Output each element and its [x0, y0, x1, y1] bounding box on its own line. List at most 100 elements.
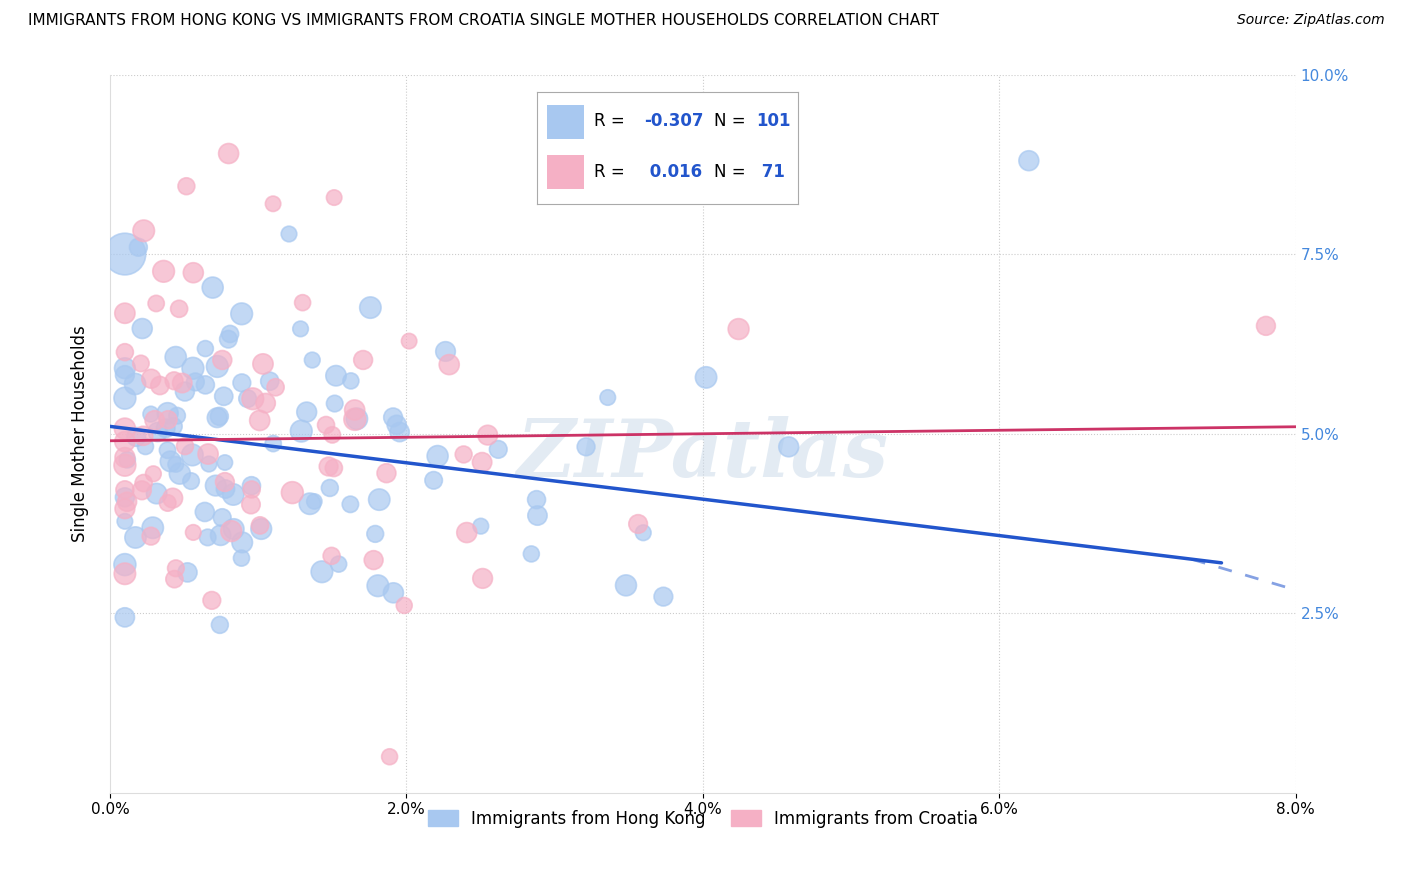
- Point: [526, 492, 548, 507]
- Point: [163, 374, 186, 388]
- Point: [139, 529, 162, 543]
- Point: [152, 264, 174, 278]
- Point: [114, 306, 136, 320]
- Point: [240, 478, 263, 492]
- Point: [124, 531, 146, 545]
- Point: [114, 345, 136, 359]
- Point: [471, 455, 494, 469]
- Point: [142, 467, 165, 481]
- Point: [264, 380, 287, 394]
- Point: [194, 342, 217, 356]
- Point: [633, 525, 655, 540]
- Point: [166, 409, 188, 423]
- Point: [727, 322, 749, 336]
- Point: [367, 579, 389, 593]
- Point: [155, 421, 177, 435]
- Point: [180, 474, 202, 488]
- Point: [218, 146, 240, 161]
- Point: [172, 376, 194, 390]
- Point: [249, 518, 271, 533]
- Point: [368, 492, 391, 507]
- Point: [426, 449, 449, 463]
- Point: [249, 413, 271, 427]
- Point: [131, 321, 153, 335]
- Point: [142, 521, 165, 535]
- Point: [343, 403, 366, 417]
- Point: [382, 586, 405, 600]
- Point: [162, 419, 184, 434]
- Point: [127, 240, 149, 254]
- Point: [298, 497, 321, 511]
- Point: [470, 519, 492, 533]
- Point: [207, 359, 229, 374]
- Point: [252, 357, 274, 371]
- Point: [145, 486, 167, 500]
- Point: [167, 301, 190, 316]
- Point: [114, 361, 136, 376]
- Point: [375, 466, 398, 480]
- Point: [165, 561, 187, 575]
- Point: [209, 528, 232, 542]
- Point: [114, 514, 136, 528]
- Point: [114, 501, 136, 516]
- Point: [184, 375, 207, 389]
- Point: [323, 190, 346, 204]
- Point: [486, 442, 509, 457]
- Point: [219, 326, 242, 341]
- Point: [1018, 153, 1040, 168]
- Point: [290, 322, 312, 336]
- Point: [250, 522, 273, 536]
- Point: [295, 405, 318, 419]
- Point: [290, 424, 312, 438]
- Text: ZIPatlas: ZIPatlas: [517, 417, 889, 494]
- Point: [346, 411, 368, 425]
- Point: [359, 301, 381, 315]
- Point: [143, 413, 166, 427]
- Point: [319, 481, 342, 495]
- Point: [208, 409, 231, 424]
- Point: [323, 396, 346, 410]
- Point: [214, 475, 236, 489]
- Legend: Immigrants from Hong Kong, Immigrants from Croatia: Immigrants from Hong Kong, Immigrants fr…: [420, 804, 984, 835]
- Point: [291, 295, 314, 310]
- Point: [262, 196, 284, 211]
- Point: [321, 428, 343, 442]
- Point: [181, 266, 204, 280]
- Point: [197, 530, 219, 544]
- Point: [222, 522, 245, 536]
- Point: [205, 410, 228, 425]
- Point: [627, 516, 650, 531]
- Point: [204, 478, 226, 492]
- Point: [301, 353, 323, 368]
- Point: [526, 508, 548, 523]
- Point: [231, 376, 253, 390]
- Y-axis label: Single Mother Households: Single Mother Households: [72, 326, 89, 542]
- Point: [114, 458, 136, 473]
- Point: [201, 593, 224, 607]
- Point: [388, 425, 411, 439]
- Point: [1254, 318, 1277, 333]
- Point: [695, 370, 717, 384]
- Point: [231, 307, 253, 321]
- Point: [304, 494, 326, 508]
- Point: [378, 749, 401, 764]
- Point: [117, 452, 139, 467]
- Point: [422, 473, 444, 487]
- Point: [242, 392, 264, 406]
- Point: [149, 378, 172, 392]
- Point: [132, 476, 155, 491]
- Point: [132, 224, 155, 238]
- Point: [477, 428, 499, 442]
- Point: [652, 590, 675, 604]
- Point: [165, 350, 187, 364]
- Point: [434, 344, 457, 359]
- Point: [114, 247, 136, 261]
- Point: [145, 296, 167, 310]
- Point: [134, 440, 156, 454]
- Point: [114, 450, 136, 465]
- Point: [520, 547, 543, 561]
- Point: [437, 358, 460, 372]
- Point: [259, 374, 281, 388]
- Point: [174, 439, 197, 453]
- Point: [181, 361, 204, 376]
